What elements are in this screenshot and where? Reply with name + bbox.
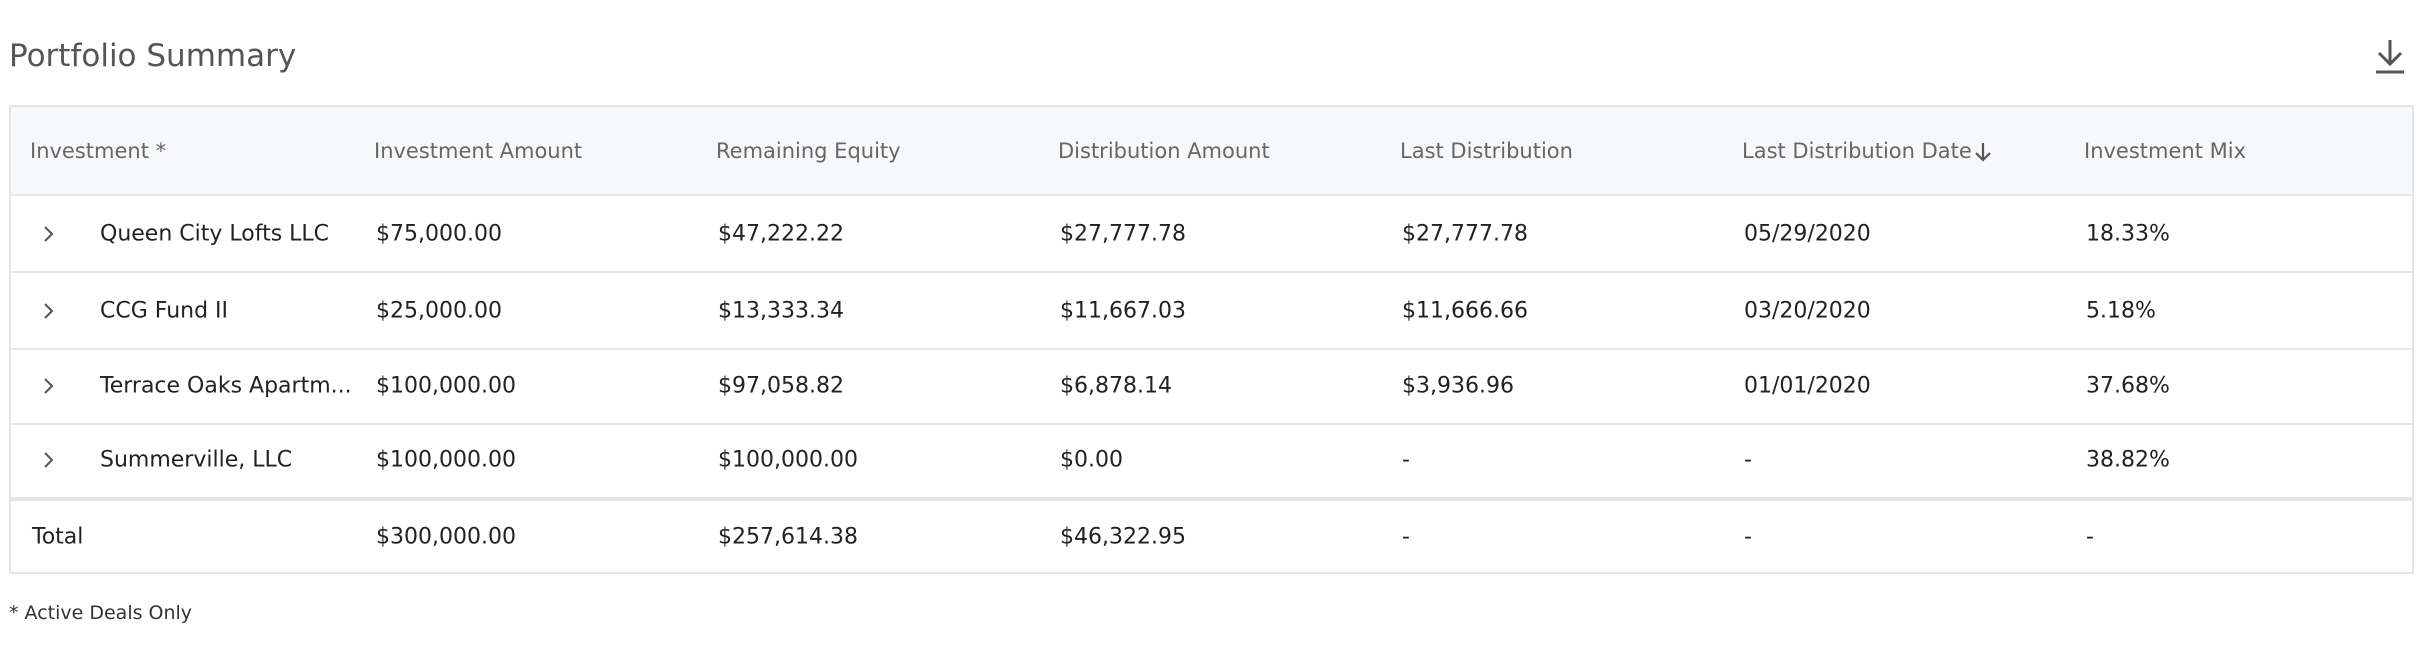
cell-value: $25,000.00	[376, 298, 502, 323]
cell-value: $13,333.34	[718, 298, 844, 323]
cell-value: $75,000.00	[376, 221, 502, 246]
cell-value: $100,000.00	[376, 447, 516, 473]
cell-value: $0.00	[1060, 447, 1123, 473]
total-value: -	[1744, 524, 1752, 549]
cell-value: -	[1744, 447, 1752, 473]
cell-value: $3,936.96	[1402, 373, 1514, 398]
table-row: Summerville, LLC $100,000.00 $100,000.00 $0…	[11, 423, 2412, 501]
cell-value: $11,666.66	[1402, 298, 1528, 323]
table-row: Terrace Oaks Apartm... $100,000.00 $97,058…	[11, 348, 2412, 425]
column-header[interactable]: Last Distribution Date	[1742, 138, 1972, 163]
expand-chevron[interactable]	[41, 376, 57, 396]
cell-value: -	[1402, 447, 1410, 473]
investment-name: CCG Fund II	[100, 298, 229, 323]
cell-value: 37.68%	[2086, 373, 2170, 398]
total-value: $300,000.00	[376, 524, 516, 549]
column-header[interactable]: Investment Mix	[2084, 138, 2247, 163]
cell-value: $100,000.00	[376, 373, 516, 398]
column-header[interactable]: Investment Amount	[374, 138, 583, 163]
header-row: Investment * Investment Amount Remaining E…	[11, 107, 2412, 196]
cell-value: 01/01/2020	[1744, 373, 1871, 398]
cell-value: $11,667.03	[1060, 298, 1186, 323]
column-header[interactable]: Distribution Amount	[1058, 138, 1270, 163]
cell-value: $27,777.78	[1402, 221, 1528, 246]
expand-chevron[interactable]	[41, 450, 57, 470]
cell-value: $6,878.14	[1060, 373, 1172, 398]
column-header[interactable]: Last Distribution	[1400, 138, 1573, 163]
investment-name: Summerville, LLC	[100, 447, 293, 473]
total-value: -	[2086, 524, 2094, 549]
cell-value: $97,058.82	[718, 373, 844, 398]
footnote: * Active Deals Only	[9, 602, 193, 624]
download-button[interactable]	[2372, 36, 2408, 76]
cell-value: 03/20/2020	[1744, 298, 1871, 323]
total-value: $257,614.38	[718, 524, 858, 549]
cell-value: $47,222.22	[718, 221, 844, 246]
total-label: Total	[32, 524, 84, 549]
cell-value: 5.18%	[2086, 298, 2156, 323]
cell-value: 38.82%	[2086, 447, 2170, 473]
column-header[interactable]: Investment *	[30, 138, 167, 163]
investment-name: Queen City Lofts LLC	[100, 221, 330, 246]
cell-value: $27,777.78	[1060, 221, 1186, 246]
total-value: -	[1402, 524, 1410, 549]
expand-chevron[interactable]	[41, 224, 57, 244]
cell-value: $100,000.00	[718, 447, 858, 473]
expand-chevron[interactable]	[41, 301, 57, 321]
portfolio-table: Investment * Investment Amount Remaining E…	[9, 105, 2414, 574]
table-row: Queen City Lofts LLC $75,000.00 $47,222.22…	[11, 196, 2412, 273]
cell-value: 18.33%	[2086, 221, 2170, 246]
total-value: $46,322.95	[1060, 524, 1186, 549]
table-row: CCG Fund II $25,000.00 $13,333.34 $11,667.0…	[11, 273, 2412, 350]
cell-value: 05/29/2020	[1744, 221, 1871, 246]
page-title: Portfolio Summary	[9, 38, 297, 74]
total-row: Total $300,000.00 $257,614.38 $46,322.95 - - -	[11, 501, 2412, 572]
sort-icon[interactable]	[1972, 141, 1994, 163]
column-header[interactable]: Remaining Equity	[716, 138, 901, 163]
investment-name: Terrace Oaks Apartm...	[100, 373, 352, 398]
